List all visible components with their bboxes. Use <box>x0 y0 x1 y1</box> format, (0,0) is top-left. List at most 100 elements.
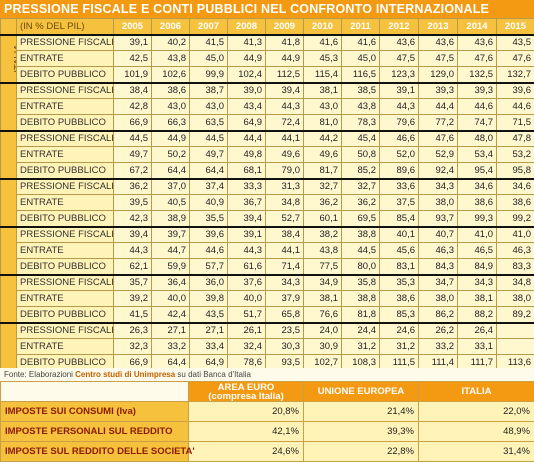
table-cell: 43,0 <box>189 98 228 115</box>
table-row: DEBITO PUBBLICO 42,3 38,9 35,5 39,4 52,7 60,1 6… <box>1 210 534 227</box>
table-cell: 111,7 <box>457 354 497 371</box>
table-cell: 44,3 <box>113 242 152 259</box>
summary-row: IMPOSTE PERSONALI SUL REDDITO 42,1% 39,3… <box>0 421 534 442</box>
table-cell: 40,7 <box>418 225 458 243</box>
table-cell: 71,4 <box>265 258 304 275</box>
source-suffix: su dati Banca d'Italia <box>175 370 251 379</box>
table-cell: 78,6 <box>227 354 266 371</box>
summary-cell: 21,4% <box>303 401 419 422</box>
table-cell: 38,2 <box>303 225 342 243</box>
table-cell: 45,0 <box>341 50 380 67</box>
summary-row-label: IMPOSTE PERSONALI SUL REDDITO <box>0 421 189 442</box>
table-cell: 43,6 <box>418 33 458 51</box>
table-cell: 44,3 <box>265 98 304 115</box>
table-cell: 31,2 <box>379 338 419 355</box>
table-cell: 36,4 <box>151 273 190 291</box>
indicator-label: ENTRATE <box>16 98 114 115</box>
table-cell: 40,5 <box>151 194 190 211</box>
table-cell: 43,8 <box>151 50 190 67</box>
indicator-label: DEBITO PUBBLICO <box>16 114 114 131</box>
table-cell: 34,3 <box>457 273 497 291</box>
table-row: STATI UNITIPRESSIONE FISCALE26,327,127,1… <box>0 321 534 371</box>
table-cell: 33,2 <box>418 338 458 355</box>
table-cell: 115,4 <box>303 66 342 83</box>
table-cell: 32,7 <box>303 177 342 195</box>
table-cell: 132,5 <box>457 66 497 83</box>
table-cell: 49,7 <box>113 146 152 163</box>
summary-col-title: UNIONE EUROPEA <box>317 386 405 397</box>
table-cell: 44,5 <box>113 129 152 147</box>
table-row: GERMANIAPRESSIONE FISCALE38,438,638,739,… <box>0 81 534 131</box>
table-cell: 39,6 <box>496 81 534 99</box>
table-cell <box>496 338 534 355</box>
year-header: 2015 <box>496 18 534 35</box>
table-cell: 77,5 <box>303 258 342 275</box>
summary-col-subtitle: (compresa Italia) <box>208 390 284 402</box>
table-cell: 44,3 <box>379 98 419 115</box>
summary-col-header: AREA EURO (compresa Italia) <box>188 381 304 402</box>
table-cell: 44,7 <box>151 242 190 259</box>
table-row: ENTRATE 39,2 40,0 39,8 40,0 37,9 38,1 38,8 38,6 3… <box>1 290 534 307</box>
table-cell: 44,6 <box>189 242 228 259</box>
indicator-label: DEBITO PUBBLICO <box>16 66 114 83</box>
table-cell: 43,0 <box>303 98 342 115</box>
summary-col-title: ITALIA <box>461 386 492 397</box>
country-label: GRAN BRETAGNA <box>0 273 17 323</box>
table-cell: 39,3 <box>418 81 458 99</box>
summary-corner <box>0 381 189 402</box>
table-cell: 39,0 <box>227 81 266 99</box>
table-cell: 31,2 <box>341 338 380 355</box>
table-cell: 43,5 <box>189 306 228 323</box>
table-cell: 85,3 <box>379 306 419 323</box>
table-cell: 89,2 <box>496 306 534 323</box>
table-cell: 41,3 <box>227 33 266 51</box>
table-cell: 46,6 <box>379 129 419 147</box>
table-cell: 38,9 <box>151 210 190 227</box>
source-org: Centro studi di Unimpresa <box>75 370 176 379</box>
table-cell: 93,7 <box>418 210 458 227</box>
table-cell: 53,2 <box>496 146 534 163</box>
table-cell: 40,0 <box>227 290 266 307</box>
table-cell: 84,3 <box>418 258 458 275</box>
table-cell: 95,4 <box>457 162 497 179</box>
table-cell: 65,8 <box>265 306 304 323</box>
year-header: 2011 <box>341 18 380 35</box>
table-cell: 48,0 <box>457 129 497 147</box>
table-cell: 39,1 <box>227 225 266 243</box>
year-header: 2007 <box>189 18 228 35</box>
table-cell: 27,1 <box>151 321 190 339</box>
table-cell: 67,2 <box>113 162 152 179</box>
indicator-label: ENTRATE <box>16 338 114 355</box>
summary-cell: 42,1% <box>188 421 304 442</box>
source-prefix: Fonte: Elaborazioni <box>4 370 76 379</box>
indicator-label: PRESSIONE FISCALE <box>16 33 114 51</box>
table-cell: 37,5 <box>379 194 419 211</box>
table-cell: 43,0 <box>151 98 190 115</box>
table-cell: 43,8 <box>341 98 380 115</box>
table-cell: 92,4 <box>418 162 458 179</box>
table-cell: 77,2 <box>418 114 458 131</box>
table-cell: 101,9 <box>113 66 152 83</box>
summary-cell: 24,6% <box>188 441 304 462</box>
table-cell: 26,2 <box>418 321 458 339</box>
table-cell: 44,5 <box>189 129 228 147</box>
table-cell: 31,3 <box>265 177 304 195</box>
table-cell: 38,0 <box>496 290 534 307</box>
table-cell: 35,8 <box>341 273 380 291</box>
indicator-label: DEBITO PUBBLICO <box>16 162 114 179</box>
year-header: 2014 <box>457 18 497 35</box>
table-cell: 23,5 <box>265 321 304 339</box>
year-header: 2010 <box>303 18 342 35</box>
table-cell: 24,0 <box>303 321 342 339</box>
table-cell: 39,4 <box>113 225 152 243</box>
summary-row-label: IMPOSTE SUI CONSUMI (Iva) <box>0 401 189 422</box>
table-cell: 43,6 <box>379 33 419 51</box>
table-cell: 89,6 <box>379 162 419 179</box>
table-cell: 38,1 <box>303 290 342 307</box>
table-cell: 44,1 <box>265 242 304 259</box>
table-cell: 39,4 <box>265 81 304 99</box>
table-cell: 38,7 <box>189 81 228 99</box>
table-row: ENTRATE 39,5 40,5 40,9 36,7 34,8 36,2 36,2 37,5 3… <box>1 194 534 211</box>
country-label: FRANCIA <box>0 129 17 179</box>
table-cell: 36,0 <box>189 273 228 291</box>
